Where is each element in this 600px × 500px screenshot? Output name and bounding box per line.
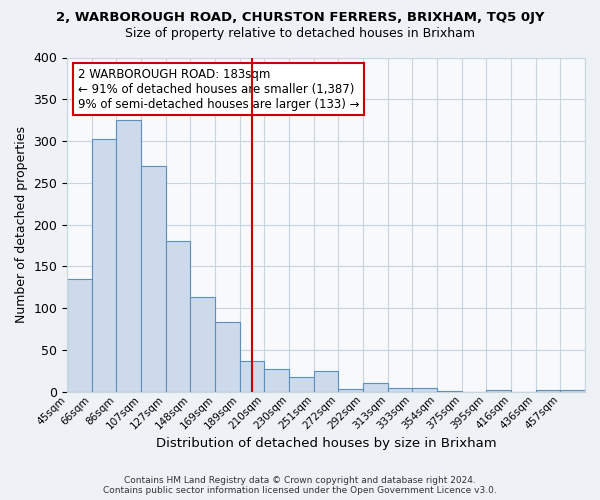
Bar <box>388 388 412 392</box>
Bar <box>536 390 560 392</box>
Bar <box>67 279 92 392</box>
Bar <box>215 322 240 392</box>
Bar <box>141 166 166 392</box>
Bar <box>412 388 437 392</box>
Bar <box>166 240 190 392</box>
Text: Size of property relative to detached houses in Brixham: Size of property relative to detached ho… <box>125 28 475 40</box>
Bar <box>240 361 265 392</box>
Bar <box>363 382 388 392</box>
Bar <box>314 371 338 392</box>
Bar <box>560 390 585 392</box>
Bar <box>487 390 511 392</box>
Bar <box>116 120 141 392</box>
Y-axis label: Number of detached properties: Number of detached properties <box>15 126 28 323</box>
Bar <box>437 391 462 392</box>
Bar <box>289 377 314 392</box>
Bar <box>338 390 363 392</box>
Text: 2 WARBOROUGH ROAD: 183sqm
← 91% of detached houses are smaller (1,387)
9% of sem: 2 WARBOROUGH ROAD: 183sqm ← 91% of detac… <box>77 68 359 110</box>
Bar <box>265 369 289 392</box>
X-axis label: Distribution of detached houses by size in Brixham: Distribution of detached houses by size … <box>156 437 496 450</box>
Bar <box>190 298 215 392</box>
Text: 2, WARBOROUGH ROAD, CHURSTON FERRERS, BRIXHAM, TQ5 0JY: 2, WARBOROUGH ROAD, CHURSTON FERRERS, BR… <box>56 11 544 24</box>
Text: Contains HM Land Registry data © Crown copyright and database right 2024.
Contai: Contains HM Land Registry data © Crown c… <box>103 476 497 495</box>
Bar <box>92 138 116 392</box>
